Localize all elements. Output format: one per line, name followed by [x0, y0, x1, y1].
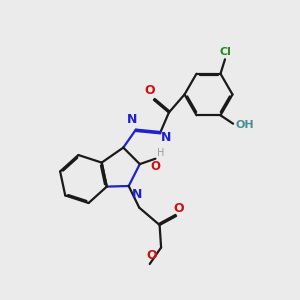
Text: Cl: Cl	[220, 47, 232, 57]
Text: N: N	[161, 130, 171, 143]
Text: N: N	[132, 188, 142, 201]
Text: OH: OH	[236, 121, 254, 130]
Text: O: O	[174, 202, 184, 214]
Text: N: N	[127, 113, 137, 126]
Text: O: O	[147, 249, 158, 262]
Text: O: O	[144, 84, 155, 97]
Text: H: H	[157, 148, 164, 158]
Text: O: O	[150, 160, 161, 173]
